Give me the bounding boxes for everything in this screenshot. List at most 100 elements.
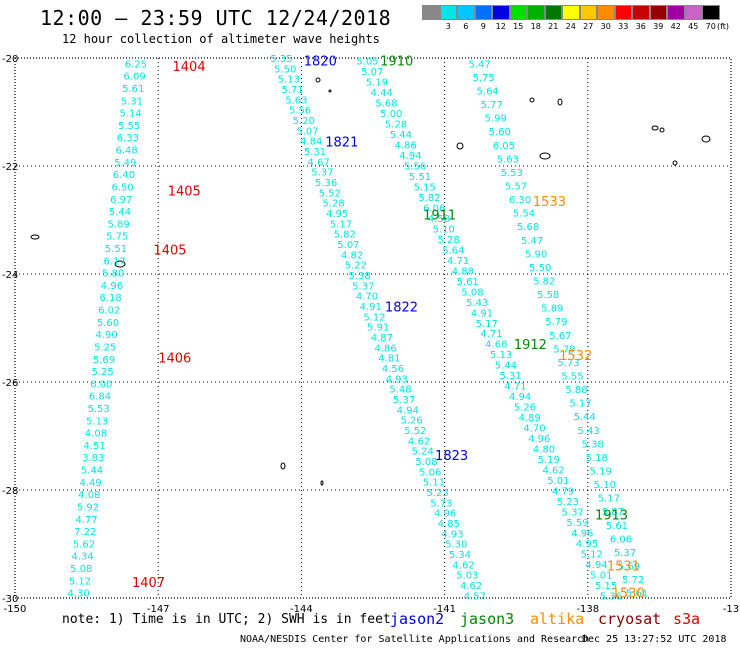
swh-value: 5.26 bbox=[514, 403, 536, 414]
swh-value: 4.88 bbox=[452, 266, 474, 277]
color-scale-bar bbox=[422, 5, 720, 21]
swh-value: 5.19 bbox=[366, 78, 388, 89]
map-border bbox=[14, 57, 732, 599]
pass-label: 1405 bbox=[168, 184, 201, 199]
island-outline bbox=[114, 260, 126, 268]
y-tick-label: -24 bbox=[2, 270, 18, 281]
swh-value: 5.69 bbox=[618, 561, 640, 572]
pass-label: 1406 bbox=[158, 352, 191, 367]
pass-label: 1822 bbox=[385, 300, 418, 315]
scale-label: 39 bbox=[653, 22, 664, 31]
swh-value: 6.09 bbox=[123, 72, 145, 83]
scale-label: 24 bbox=[565, 22, 576, 31]
swh-value: 5.01 bbox=[590, 570, 612, 581]
swh-value: 5.68 bbox=[517, 222, 539, 233]
swh-value: 5.07 bbox=[361, 67, 383, 78]
swh-value: 6.02 bbox=[98, 306, 120, 317]
y-tick-label: -26 bbox=[2, 378, 18, 389]
island-outline bbox=[659, 127, 665, 133]
swh-value: 4.96 bbox=[434, 509, 456, 520]
swh-value: 4.84 bbox=[300, 137, 322, 148]
swh-value: 5.28 bbox=[437, 235, 459, 246]
swh-value: 6.97 bbox=[110, 195, 132, 206]
swh-value: 5.07 bbox=[337, 240, 359, 251]
swh-value: 5.10 bbox=[433, 224, 455, 235]
swh-value: 5.89 bbox=[541, 304, 563, 315]
pass-label: 1910 bbox=[380, 55, 413, 70]
swh-value: 4.08 bbox=[78, 490, 100, 501]
swh-value: 5.50 bbox=[274, 64, 296, 75]
y-tick-label: -20 bbox=[2, 54, 18, 65]
swh-value: 4.96 bbox=[571, 528, 593, 539]
island-outline bbox=[30, 234, 40, 240]
swh-value: 4.94 bbox=[585, 560, 607, 571]
pass-label: 1407 bbox=[132, 576, 165, 591]
swh-value: 5.47 bbox=[468, 59, 490, 70]
swh-value: 5.61 bbox=[457, 277, 479, 288]
swh-value: 4.94 bbox=[509, 392, 531, 403]
swh-value: 5.12 bbox=[69, 576, 91, 587]
island-outlines bbox=[30, 77, 711, 486]
swh-value: 5.77 bbox=[481, 100, 503, 111]
x-tick-label: -150 bbox=[4, 604, 27, 615]
scale-swatch bbox=[579, 5, 597, 20]
swh-value: 6.17 bbox=[103, 256, 125, 267]
map-frame bbox=[14, 57, 732, 599]
swh-value: 5.54 bbox=[513, 209, 535, 220]
scale-swatch bbox=[544, 5, 562, 20]
scale-label: 12 bbox=[495, 22, 506, 31]
swh-value: 6.84 bbox=[89, 392, 111, 403]
swh-value: 4.86 bbox=[394, 141, 416, 152]
pass-labels: 1404 1405 1405 1406 1407 1820 1821 1822 1823 1910… bbox=[132, 55, 645, 602]
scale-label: 27 bbox=[583, 22, 594, 31]
swh-value: 5.43 bbox=[466, 298, 488, 309]
swh-value: 4.89 bbox=[519, 413, 541, 424]
scale-swatch bbox=[702, 5, 720, 20]
pass-label: 1820 bbox=[304, 55, 337, 70]
swh-value: 5.62 bbox=[73, 539, 95, 550]
swh-value: 5.55 bbox=[118, 121, 140, 132]
scale-swatch bbox=[439, 5, 457, 20]
scale-swatch bbox=[422, 5, 440, 20]
swh-value: 5.67 bbox=[549, 331, 571, 342]
swh-value: 5.52 bbox=[404, 426, 426, 437]
scale-swatch bbox=[597, 5, 615, 20]
swh-value: 5.56 bbox=[289, 106, 311, 117]
x-tick-label: -138 bbox=[576, 604, 599, 615]
scale-swatch bbox=[527, 5, 545, 20]
scale-swatch bbox=[632, 5, 650, 20]
island-outline bbox=[557, 98, 563, 106]
swh-value: 5.07 bbox=[296, 126, 318, 137]
swh-value: 5.51 bbox=[105, 244, 127, 255]
swh-value: 5.51 bbox=[409, 172, 431, 183]
scale-swatch bbox=[667, 5, 685, 20]
pass-label: 1404 bbox=[173, 60, 206, 75]
swh-value: 5.11 bbox=[423, 478, 445, 489]
swh-value: 5.28 bbox=[385, 120, 407, 131]
swh-value: 4.85 bbox=[438, 519, 460, 530]
swh-value: 5.44 bbox=[390, 130, 412, 141]
x-tick-label: -147 bbox=[147, 604, 170, 615]
swh-value: 6.00 bbox=[90, 379, 112, 390]
scale-label: 15 bbox=[513, 22, 524, 31]
pass-label: 1912 bbox=[514, 338, 547, 353]
swh-value: 4.93 bbox=[441, 529, 463, 540]
scale-swatch bbox=[509, 5, 527, 20]
island-outline bbox=[456, 142, 464, 150]
swh-value: 4.51 bbox=[83, 441, 105, 452]
swh-value: 3.83 bbox=[82, 453, 104, 464]
pass-label: 1530 bbox=[612, 587, 645, 602]
swh-value: 5.90 bbox=[525, 249, 547, 260]
swh-value: 6.30 bbox=[509, 195, 531, 206]
swh-value: 5.63 bbox=[497, 154, 519, 165]
swh-value: 5.25 bbox=[94, 342, 116, 353]
pass-label: 1532 bbox=[559, 349, 592, 364]
swh-value: 4.62 bbox=[453, 560, 475, 571]
scale-swatch bbox=[457, 5, 475, 20]
swh-value: 6.05 bbox=[493, 141, 515, 152]
swh-value: 5.61 bbox=[606, 521, 628, 532]
swh-value: 5.55 bbox=[561, 371, 583, 382]
y-tick-label: -28 bbox=[2, 486, 18, 497]
swh-value: 5.15 bbox=[414, 182, 436, 193]
swh-value: 4.90 bbox=[95, 330, 117, 341]
